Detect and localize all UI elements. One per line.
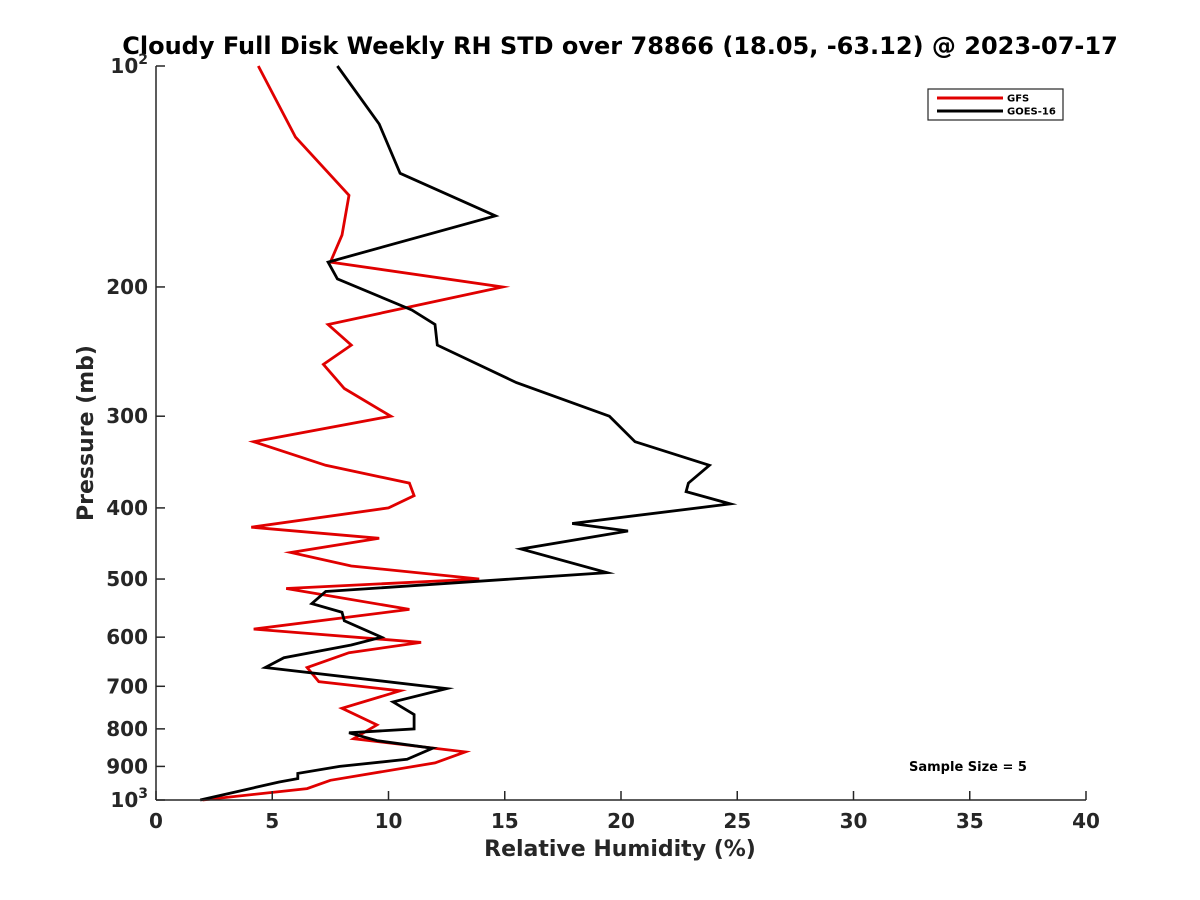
y-axis-ticks: 102 200 300 400 500 600 700 800 900 103 xyxy=(106,52,165,812)
y-tick-label: 300 xyxy=(106,404,148,428)
x-tick-label: 10 xyxy=(375,809,403,833)
x-axis-label: Relative Humidity (%) xyxy=(484,837,756,862)
x-tick-label: 5 xyxy=(265,809,279,833)
y-tick-label: 103 xyxy=(110,786,148,812)
y-axis-label: Pressure (mb) xyxy=(74,345,99,521)
y-tick-label: 200 xyxy=(106,275,148,299)
y-tick-label: 600 xyxy=(106,625,148,649)
y-tick-label: 700 xyxy=(106,674,148,698)
series-line-gfs xyxy=(202,65,511,802)
y-tick-label: 800 xyxy=(106,717,148,741)
legend-label-gfs: GFS xyxy=(1007,94,1029,105)
x-tick-label: 0 xyxy=(149,809,163,833)
x-tick-label: 30 xyxy=(840,809,868,833)
x-tick-label: 35 xyxy=(956,809,984,833)
y-tick-label: 900 xyxy=(106,754,148,778)
series-line-goes-16 xyxy=(199,65,738,802)
y-tick-label: 400 xyxy=(106,496,148,520)
x-tick-label: 20 xyxy=(607,809,635,833)
legend-label-goes-16: GOES-16 xyxy=(1007,107,1056,118)
y-tick-label: 102 xyxy=(110,52,148,78)
legend-box xyxy=(927,88,1064,121)
chart-title: Cloudy Full Disk Weekly RH STD over 7886… xyxy=(122,32,1118,60)
x-tick-label: 25 xyxy=(723,809,751,833)
legend: GFS GOES-16 xyxy=(927,88,1064,121)
x-tick-label: 40 xyxy=(1072,809,1100,833)
x-tick-label: 15 xyxy=(491,809,519,833)
series-layer xyxy=(199,65,738,802)
sample-size-annotation: Sample Size = 5 xyxy=(909,760,1027,775)
plot-area: Cloudy Full Disk Weekly RH STD over 7886… xyxy=(74,32,1118,862)
y-tick-label: 500 xyxy=(106,567,148,591)
x-axis-ticks: 0 5 10 15 20 25 30 35 40 xyxy=(149,791,1100,833)
